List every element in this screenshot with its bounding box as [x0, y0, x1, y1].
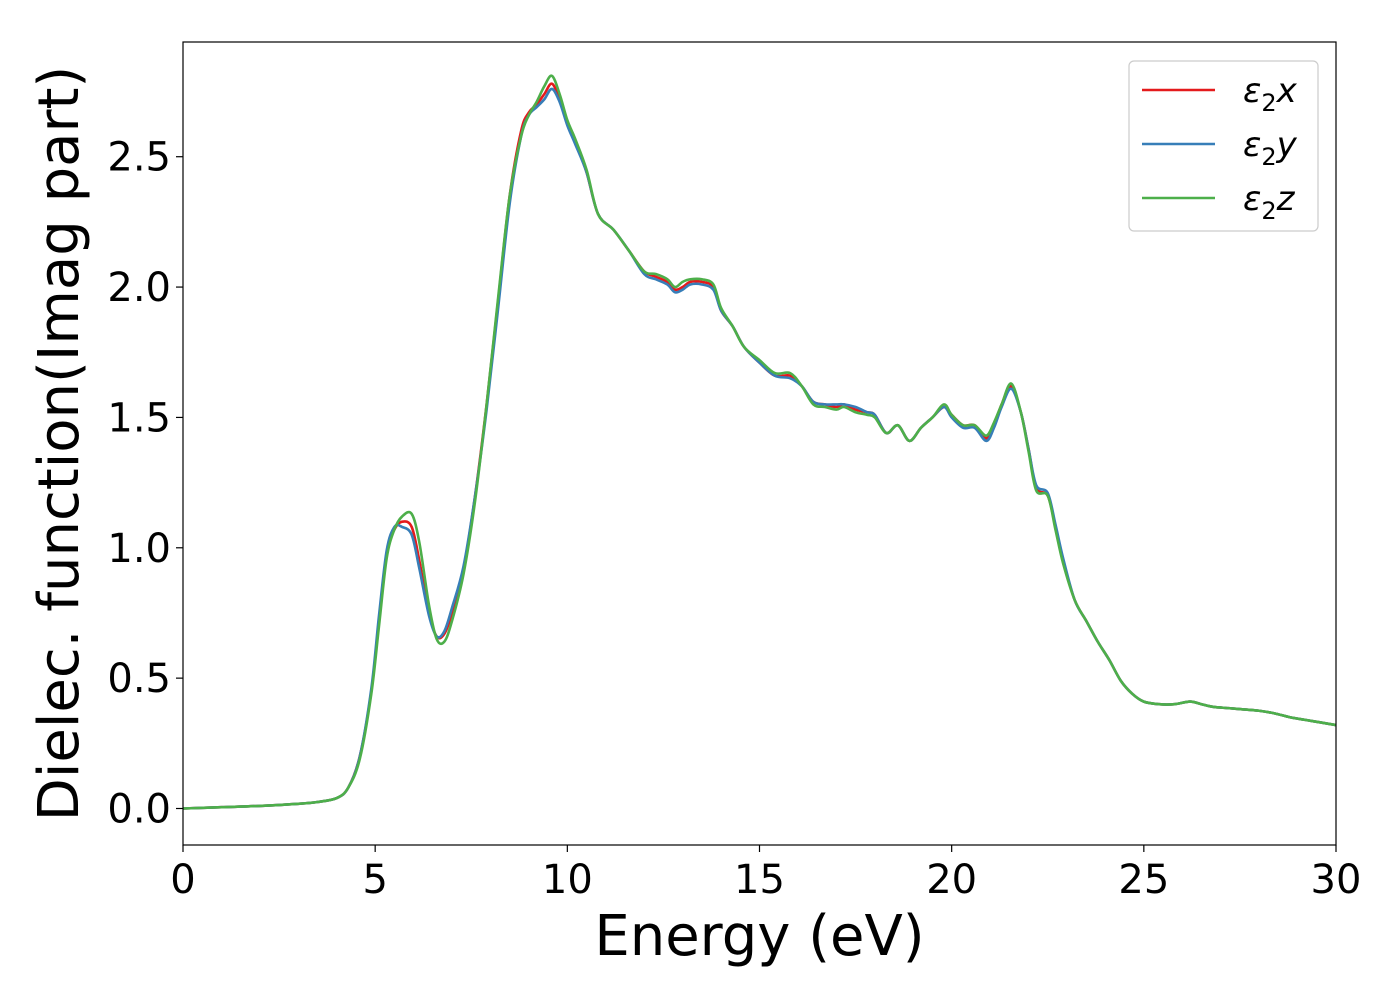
- y-tick-label: 2.0: [107, 265, 171, 311]
- series-line-3: [182, 74, 1337, 810]
- y-axis-title: Dielec. function(Imag part): [27, 66, 92, 822]
- y-tick-label: 0.5: [107, 656, 171, 702]
- legend-box: [1128, 60, 1319, 232]
- x-tick-label: 20: [926, 857, 977, 903]
- y-axis-ticks: 0.0 0.5 1.0 1.5 2.0 2.5: [107, 135, 183, 833]
- x-tick-label: 25: [1118, 857, 1169, 903]
- x-tick-label: 10: [542, 857, 593, 903]
- legend-label: ε2z: [1243, 179, 1296, 225]
- x-tick-label: 30: [1311, 857, 1362, 903]
- series-lines: [182, 74, 1337, 810]
- y-tick-label: 1.5: [107, 395, 171, 441]
- y-tick-label: 2.5: [107, 135, 171, 181]
- plot-area-frame: [182, 41, 1337, 846]
- x-tick-label: 5: [362, 857, 387, 903]
- legend: ε2x ε2y ε2z: [1128, 60, 1319, 232]
- x-tick-label: 15: [734, 857, 785, 903]
- y-tick-label: 1.0: [107, 526, 171, 572]
- x-axis-title: Energy (eV): [594, 904, 924, 969]
- legend-label: ε2y: [1243, 125, 1298, 171]
- x-tick-label: 0: [170, 857, 195, 903]
- legend-label: ε2x: [1243, 71, 1298, 117]
- y-tick-label: 0.0: [107, 787, 171, 833]
- x-axis-ticks: 0 5 10 15 20 25 30: [170, 845, 1361, 903]
